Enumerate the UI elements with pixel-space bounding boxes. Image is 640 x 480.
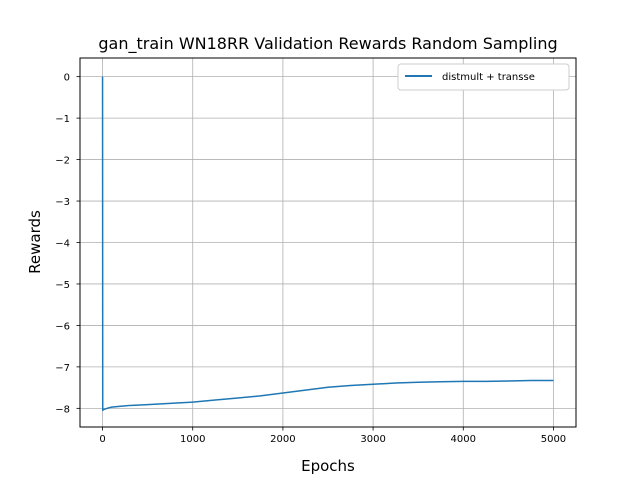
- legend-entry: distmult + transse: [442, 72, 535, 83]
- y-tick-label: −3: [55, 197, 70, 208]
- grid: [80, 58, 576, 427]
- y-axis: 0 −1 −2 −3 −4 −5 −6 −7 −8: [55, 73, 80, 415]
- x-tick-label: 5000: [541, 434, 566, 445]
- y-tick-label: −5: [55, 280, 70, 291]
- x-tick-label: 3000: [360, 434, 385, 445]
- y-tick-label: −1: [55, 114, 70, 125]
- x-axis-label: Epochs: [301, 457, 355, 475]
- y-tick-label: −7: [55, 363, 70, 374]
- y-tick-label: −8: [55, 404, 70, 415]
- legend-box: [397, 63, 570, 91]
- series-line: [101, 76, 554, 412]
- y-axis-label: Rewards: [26, 210, 44, 274]
- y-tick-label: −4: [55, 239, 70, 250]
- x-tick-label: 4000: [451, 434, 476, 445]
- y-tick-label: −2: [55, 156, 70, 167]
- x-tick-label: 0: [99, 434, 105, 445]
- x-tick-label: 1000: [180, 434, 205, 445]
- chart-title: gan_train WN18RR Validation Rewards Rand…: [98, 34, 557, 54]
- series-layer: [101, 76, 554, 412]
- x-axis: 0 1000 2000 3000 4000 5000: [99, 427, 566, 445]
- y-tick-label: 0: [64, 73, 70, 84]
- x-tick-label: 2000: [270, 434, 295, 445]
- y-tick-label: −6: [55, 321, 70, 332]
- legend: distmult + transse: [397, 63, 570, 91]
